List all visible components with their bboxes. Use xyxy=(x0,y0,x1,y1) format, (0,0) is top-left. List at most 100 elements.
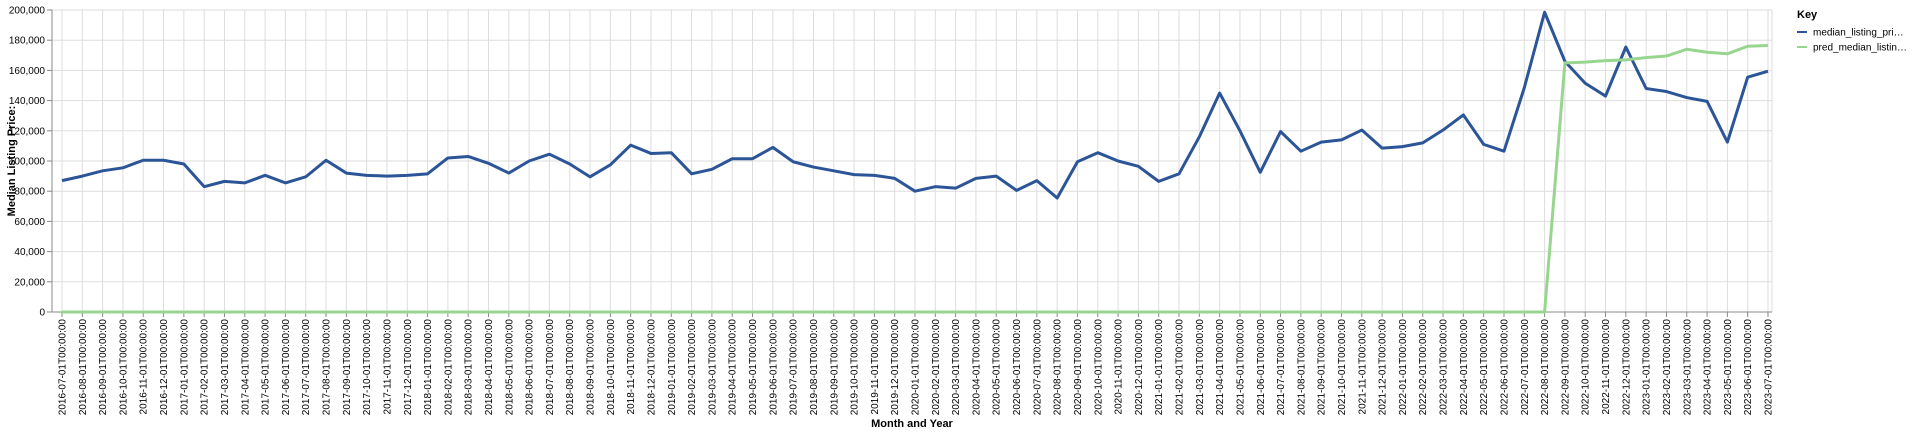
x-tick-label: 2022-01-01T00:00:00 xyxy=(1398,319,1409,416)
x-tick-label: 2020-10-01T00:00:00 xyxy=(1093,319,1104,416)
x-tick-label: 2016-12-01T00:00:00 xyxy=(159,319,170,416)
x-tick-label: 2023-01-01T00:00:00 xyxy=(1642,319,1653,416)
x-tick-label: 2018-11-01T00:00:00 xyxy=(626,319,637,415)
x-tick-label: 2021-02-01T00:00:00 xyxy=(1175,319,1186,416)
x-tick-label: 2018-07-01T00:00:00 xyxy=(545,319,556,416)
x-tick-label: 2017-12-01T00:00:00 xyxy=(403,319,414,416)
x-tick-label: 2022-04-01T00:00:00 xyxy=(1459,319,1470,416)
y-tick-label: 20,000 xyxy=(14,277,45,288)
x-tick-label: 2019-06-01T00:00:00 xyxy=(768,319,779,416)
x-tick-label: 2019-04-01T00:00:00 xyxy=(728,319,739,416)
x-tick-label: 2021-10-01T00:00:00 xyxy=(1337,319,1348,416)
x-tick-label: 2020-02-01T00:00:00 xyxy=(931,319,942,416)
x-tick-label: 2017-09-01T00:00:00 xyxy=(342,319,353,416)
x-tick-label: 2020-08-01T00:00:00 xyxy=(1053,319,1064,416)
x-tick-label: 2021-11-01T00:00:00 xyxy=(1357,319,1368,415)
x-tick-label: 2019-12-01T00:00:00 xyxy=(890,319,901,416)
x-tick-label: 2018-01-01T00:00:00 xyxy=(423,319,434,416)
x-tick-label: 2019-03-01T00:00:00 xyxy=(707,319,718,416)
x-tick-label: 2016-10-01T00:00:00 xyxy=(118,319,129,416)
y-tick-label: 60,000 xyxy=(14,217,45,228)
x-tick-label: 2023-05-01T00:00:00 xyxy=(1723,319,1734,416)
y-axis-title: Median Listing Price: xyxy=(6,106,18,217)
x-tick-label: 2022-07-01T00:00:00 xyxy=(1520,319,1531,416)
x-tick-label: 2021-05-01T00:00:00 xyxy=(1235,319,1246,416)
x-tick-label: 2020-01-01T00:00:00 xyxy=(911,319,922,416)
x-tick-label: 2020-03-01T00:00:00 xyxy=(951,319,962,416)
x-tick-label: 2020-05-01T00:00:00 xyxy=(992,319,1003,416)
x-tick-label: 2016-11-01T00:00:00 xyxy=(139,319,150,415)
x-tick-label: 2017-05-01T00:00:00 xyxy=(261,319,272,416)
x-tick-label: 2022-10-01T00:00:00 xyxy=(1581,319,1592,416)
x-tick-label: 2018-08-01T00:00:00 xyxy=(565,319,576,416)
x-tick-label: 2023-04-01T00:00:00 xyxy=(1703,319,1714,416)
x-tick-label: 2023-06-01T00:00:00 xyxy=(1743,319,1754,416)
x-tick-label: 2018-09-01T00:00:00 xyxy=(586,319,597,416)
x-tick-label: 2023-03-01T00:00:00 xyxy=(1682,319,1693,416)
x-tick-label: 2020-04-01T00:00:00 xyxy=(971,319,982,416)
x-tick-label: 2017-02-01T00:00:00 xyxy=(200,319,211,416)
x-tick-label: 2019-05-01T00:00:00 xyxy=(748,319,759,416)
x-tick-label: 2018-04-01T00:00:00 xyxy=(484,319,495,416)
legend-label-2: pred_median_listin… xyxy=(1813,43,1907,54)
x-tick-label: 2016-09-01T00:00:00 xyxy=(98,319,109,416)
x-tick-label: 2018-10-01T00:00:00 xyxy=(606,319,617,416)
legend-label-1: median_listing_pri… xyxy=(1813,28,1904,39)
x-tick-label: 2021-01-01T00:00:00 xyxy=(1154,319,1165,416)
x-tick-label: 2020-06-01T00:00:00 xyxy=(1012,319,1023,416)
x-tick-label: 2017-07-01T00:00:00 xyxy=(301,319,312,416)
x-tick-label: 2017-10-01T00:00:00 xyxy=(362,319,373,416)
x-tick-label: 2017-01-01T00:00:00 xyxy=(179,319,190,416)
x-tick-label: 2022-02-01T00:00:00 xyxy=(1418,319,1429,416)
x-tick-label: 2019-02-01T00:00:00 xyxy=(687,319,698,416)
x-tick-label: 2017-08-01T00:00:00 xyxy=(322,319,333,416)
y-tick-label: 140,000 xyxy=(9,96,46,107)
x-tick-label: 2019-01-01T00:00:00 xyxy=(667,319,678,416)
x-tick-label: 2021-04-01T00:00:00 xyxy=(1215,319,1226,416)
y-tick-label: 0 xyxy=(39,308,45,319)
x-tick-label: 2018-06-01T00:00:00 xyxy=(525,319,536,416)
x-tick-label: 2023-02-01T00:00:00 xyxy=(1662,319,1673,416)
x-tick-label: 2019-07-01T00:00:00 xyxy=(789,319,800,416)
y-tick-label: 180,000 xyxy=(9,36,46,47)
x-tick-label: 2022-11-01T00:00:00 xyxy=(1601,319,1612,415)
x-tick-label: 2021-09-01T00:00:00 xyxy=(1317,319,1328,416)
x-tick-label: 2017-06-01T00:00:00 xyxy=(281,319,292,416)
x-tick-label: 2021-08-01T00:00:00 xyxy=(1296,319,1307,416)
x-tick-label: 2021-07-01T00:00:00 xyxy=(1276,319,1287,416)
x-tick-label: 2021-06-01T00:00:00 xyxy=(1256,319,1267,416)
x-tick-label: 2020-12-01T00:00:00 xyxy=(1134,319,1145,416)
x-tick-label: 2018-03-01T00:00:00 xyxy=(464,319,475,416)
x-tick-label: 2020-07-01T00:00:00 xyxy=(1032,319,1043,416)
x-tick-label: 2021-12-01T00:00:00 xyxy=(1378,319,1389,416)
x-tick-label: 2017-04-01T00:00:00 xyxy=(240,319,251,416)
y-tick-label: 40,000 xyxy=(14,247,45,258)
legend-title: Key xyxy=(1797,9,1818,21)
x-tick-label: 2018-12-01T00:00:00 xyxy=(646,319,657,416)
y-tick-label: 100,000 xyxy=(9,157,46,168)
legend: Key median_listing_pri… pred_median_listi… xyxy=(1797,9,1907,54)
y-axis: 0 20,000 40,000 60,000 80,000 100,000 120,000 1… xyxy=(9,6,53,319)
x-tick-label: 2022-09-01T00:00:00 xyxy=(1560,319,1571,416)
x-tick-label: 2016-07-01T00:00:00 xyxy=(58,319,69,416)
x-tick-label: 2020-11-01T00:00:00 xyxy=(1114,319,1125,415)
x-tick-label: 2022-05-01T00:00:00 xyxy=(1479,319,1490,416)
x-tick-label: 2022-06-01T00:00:00 xyxy=(1499,319,1510,416)
y-tick-label: 160,000 xyxy=(9,66,46,77)
x-tick-label: 2018-05-01T00:00:00 xyxy=(504,319,515,416)
x-tick-label: 2022-08-01T00:00:00 xyxy=(1540,319,1551,416)
series-line-1 xyxy=(61,10,1769,200)
x-tick-label: 2019-09-01T00:00:00 xyxy=(829,319,840,416)
x-tick-label: 2022-03-01T00:00:00 xyxy=(1439,319,1450,416)
y-tick-label: 200,000 xyxy=(9,6,46,17)
gridlines xyxy=(51,9,1773,313)
x-tick-label: 2019-11-01T00:00:00 xyxy=(870,319,881,415)
x-tick-label: 2020-09-01T00:00:00 xyxy=(1073,319,1084,416)
series-line-2 xyxy=(62,43,1769,314)
x-axis-title: Month and Year xyxy=(871,418,953,430)
x-tick-label: 2022-12-01T00:00:00 xyxy=(1621,319,1632,416)
x-tick-label: 2023-07-01T00:00:00 xyxy=(1764,319,1775,416)
x-axis: 2016-07-01T00:00:00 2016-08-01T00:00:00 20… xyxy=(52,311,1775,416)
